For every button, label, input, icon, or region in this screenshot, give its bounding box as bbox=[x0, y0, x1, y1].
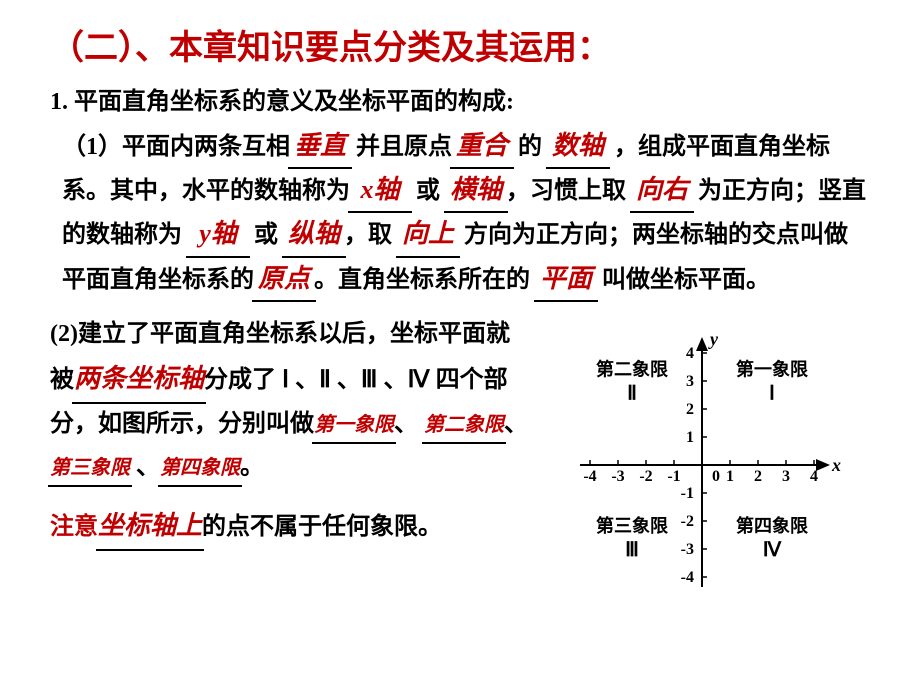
svg-text:4: 4 bbox=[810, 468, 818, 485]
blank-y-axis: y轴 bbox=[188, 212, 248, 256]
svg-text:-1: -1 bbox=[681, 485, 694, 502]
svg-text:3: 3 bbox=[782, 468, 790, 485]
svg-text:-4: -4 bbox=[583, 468, 596, 485]
blank-q2: 第二象限 bbox=[424, 407, 504, 443]
blank-perpendicular: 垂直 bbox=[290, 124, 350, 168]
paragraph-1: （1）平面内两条互相垂直 并且原点重合 的 数轴 ，组成平面直角坐标系。其中，水… bbox=[50, 124, 870, 301]
blank-horizontal-axis: 横轴 bbox=[446, 168, 506, 212]
text: 。 bbox=[240, 454, 264, 480]
text: 或 bbox=[416, 178, 440, 204]
blank-plane: 平面 bbox=[536, 257, 596, 301]
svg-text:-2: -2 bbox=[681, 513, 694, 530]
text: 叫做坐标平面。 bbox=[602, 267, 770, 293]
text: 或 bbox=[254, 222, 278, 248]
svg-text:1: 1 bbox=[726, 468, 734, 485]
svg-text:第一象限: 第一象限 bbox=[736, 358, 809, 379]
text: 的 bbox=[518, 134, 542, 160]
text: 并且原点 bbox=[356, 134, 452, 160]
blank-origin: 原点 bbox=[254, 257, 314, 301]
text: （1）平面内两条互相 bbox=[62, 134, 290, 160]
text: 、 bbox=[504, 411, 528, 437]
text: 、 bbox=[136, 454, 160, 480]
blank-vertical-axis: 纵轴 bbox=[284, 212, 344, 256]
text: ，取 bbox=[344, 222, 392, 248]
svg-text:0: 0 bbox=[712, 468, 720, 485]
svg-text:y: y bbox=[708, 329, 719, 349]
text: ，习惯上取 bbox=[506, 178, 626, 204]
svg-text:第三象限: 第三象限 bbox=[596, 515, 669, 536]
svg-text:3: 3 bbox=[686, 373, 694, 390]
blank-upward: 向上 bbox=[398, 212, 458, 256]
svg-text:Ⅱ: Ⅱ bbox=[627, 382, 637, 404]
svg-text:Ⅰ: Ⅰ bbox=[769, 382, 775, 404]
section-title: （二）、本章知识要点分类及其运用： bbox=[50, 20, 870, 69]
subsection-title: 1. 平面直角坐标系的意义及坐标平面的构成: bbox=[50, 81, 870, 116]
blank-q4: 第四象限 bbox=[160, 450, 240, 486]
text: 、 bbox=[394, 411, 418, 437]
svg-text:4: 4 bbox=[686, 345, 694, 362]
paragraph-2: (2)建立了平面直角坐标系以后，坐标平面就被两条坐标轴分成了 Ⅰ 、Ⅱ 、Ⅲ 、… bbox=[50, 313, 530, 605]
blank-q3: 第三象限 bbox=[50, 450, 130, 486]
svg-text:-4: -4 bbox=[681, 569, 694, 586]
blank-number-axis: 数轴 bbox=[548, 124, 608, 168]
svg-text:Ⅳ: Ⅳ bbox=[763, 539, 782, 561]
blank-q1: 第一象限 bbox=[314, 407, 394, 443]
blank-on-axis: 坐标轴上 bbox=[98, 503, 202, 550]
svg-text:Ⅲ: Ⅲ bbox=[625, 539, 639, 561]
note-label: 注意 bbox=[50, 514, 98, 540]
blank-two-axes: 两条坐标轴 bbox=[74, 356, 204, 403]
svg-text:-1: -1 bbox=[667, 468, 680, 485]
text: 。直角坐标系所在的 bbox=[314, 267, 530, 293]
svg-text:x: x bbox=[831, 455, 841, 475]
text: 的点不属于任何象限。 bbox=[202, 514, 442, 540]
svg-text:第四象限: 第四象限 bbox=[736, 515, 809, 536]
svg-text:第二象限: 第二象限 bbox=[596, 358, 669, 379]
blank-x-axis: x轴 bbox=[350, 168, 410, 212]
svg-text:2: 2 bbox=[754, 468, 762, 485]
blank-coincide: 重合 bbox=[452, 124, 512, 168]
coordinate-chart: -4 -3 -2 -1 1 2 3 4 -4 -3 -2 -1 1 2 3 4 0 x y 第一象限 Ⅰ 第二象限 Ⅱ 第三象… bbox=[540, 305, 870, 605]
svg-text:2: 2 bbox=[686, 401, 694, 418]
svg-text:-3: -3 bbox=[681, 541, 694, 558]
blank-rightward: 向右 bbox=[632, 168, 692, 212]
svg-text:1: 1 bbox=[686, 429, 694, 446]
svg-text:-2: -2 bbox=[639, 468, 652, 485]
svg-text:-3: -3 bbox=[611, 468, 624, 485]
